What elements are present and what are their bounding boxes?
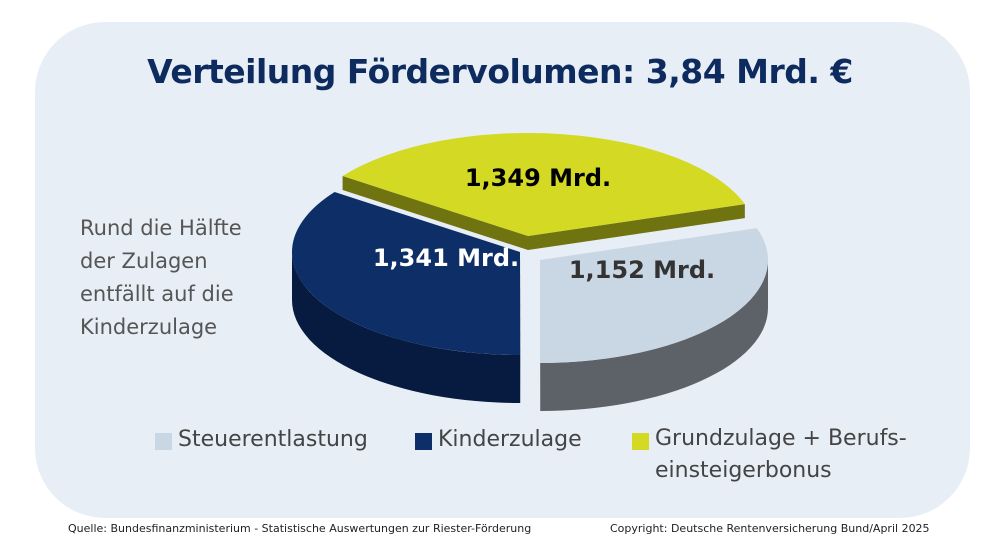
slice-label-kinderzulage: 1,341 Mrd. [372,244,520,272]
annotation-line: entfällt auf die [80,282,234,306]
legend-swatch [415,433,432,450]
legend-label-line1: Grundzulage + Berufs- [655,426,907,451]
legend-swatch [155,433,172,450]
legend-label: Kinderzulage [438,427,582,452]
annotation-line: Rund die Hälfte [80,216,242,240]
annotation-text: Rund die Hälfte der Zulagen entfällt auf… [80,212,280,344]
slice-cut-grundzulage [342,176,528,250]
annotation-line: der Zulagen [80,249,208,273]
slice-top-kinderzulage [292,192,521,355]
slice-label-grundzulage: 1,349 Mrd. [464,164,612,192]
legend-item-grundzulage: Grundzulage + Berufs- einsteigerbonus [632,426,907,487]
slice-top-grundzulage [342,133,745,236]
slice-side-steuerentlastung [540,260,768,411]
annotation-line: Kinderzulage [80,315,218,339]
source-note: Quelle: Bundesfinanzministerium - Statis… [68,522,532,535]
legend-label-line2: einsteigerbonus [655,458,832,483]
legend-item-steuerentlastung: Steuerentlastung [155,427,368,452]
copyright-note: Copyright: Deutsche Rentenversicherung B… [610,522,930,535]
slice-top-steuerentlastung [540,228,768,363]
legend-item-kinderzulage: Kinderzulage [415,427,582,452]
legend-label: Steuerentlastung [178,427,368,452]
slice-cut-grundzulage [528,204,745,250]
legend-swatch [632,433,649,450]
slice-side-kinderzulage [292,252,521,403]
chart-title: Verteilung Fördervolumen: 3,84 Mrd. € [147,52,853,91]
slice-label-steuerentlastung: 1,152 Mrd. [568,256,716,284]
legend-label: Grundzulage + Berufs- einsteigerbonus [655,423,907,487]
